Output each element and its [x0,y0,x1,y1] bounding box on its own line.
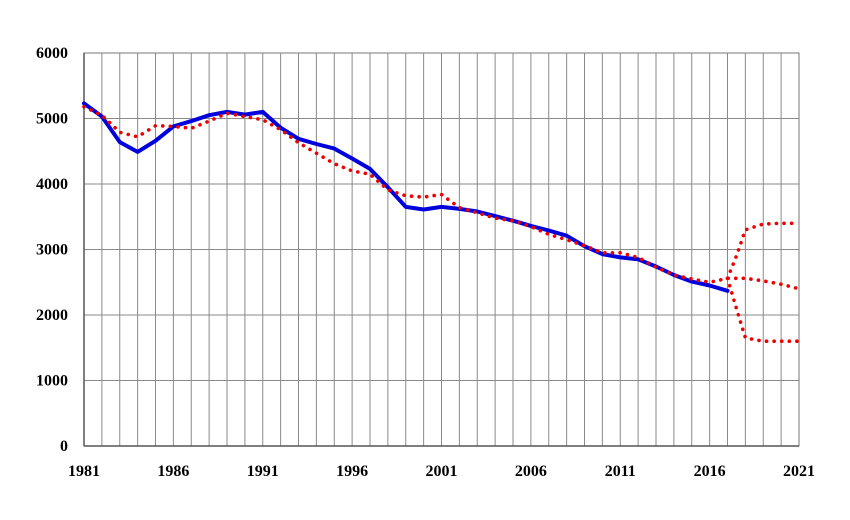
x-tick-label: 2001 [426,463,458,480]
series-line-3 [725,221,801,281]
y-tick-label: 1000 [36,373,68,390]
y-axis-ticks: 0 1000 2000 3000 4000 5000 6000 [36,45,68,455]
series-line-2 [82,104,801,291]
series-layer [82,101,801,343]
y-tick-label: 6000 [36,45,68,62]
y-tick-label: 5000 [36,111,68,128]
x-tick-label: 2016 [694,463,726,480]
x-tick-label: 2011 [605,463,636,480]
x-tick-label: 2006 [515,463,547,480]
x-axis-ticks: 1981 1986 1991 1996 2001 2006 2011 2016 2021 [68,463,815,480]
x-tick-label: 1981 [68,463,100,480]
x-tick-label: 1991 [247,463,279,480]
y-tick-label: 3000 [36,242,68,259]
x-tick-label: 1996 [336,463,368,480]
x-tick-label: 2021 [783,463,815,480]
x-tick-label: 1986 [157,463,189,480]
y-tick-label: 4000 [36,176,68,193]
grid [83,53,799,447]
series-line-1 [82,101,730,293]
y-tick-label: 0 [60,438,68,455]
y-tick-label: 2000 [36,307,68,324]
